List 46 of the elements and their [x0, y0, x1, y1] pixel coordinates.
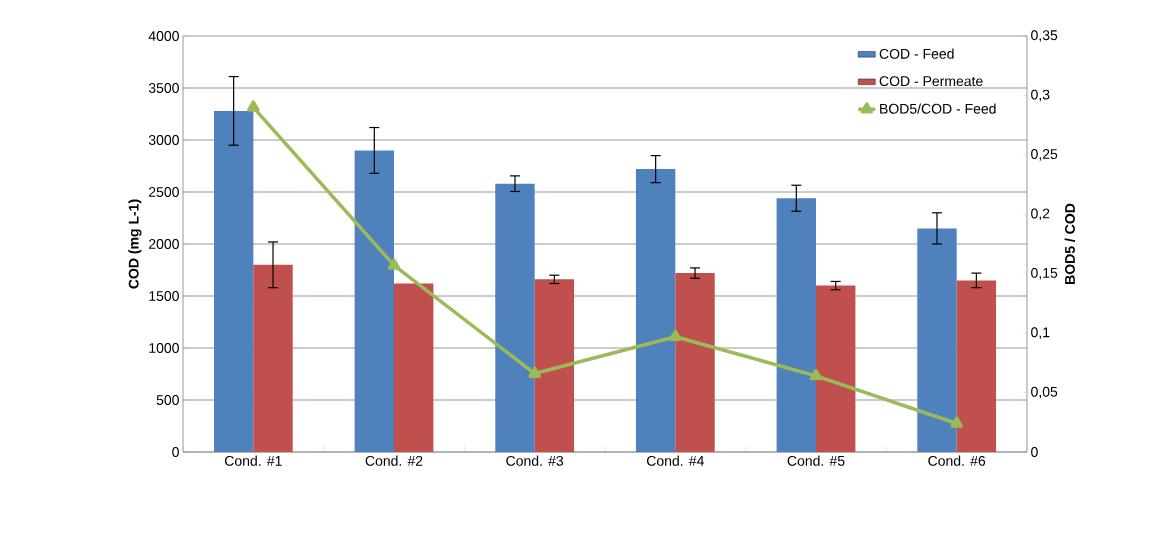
- bar: [917, 228, 957, 452]
- x-tick-label: Cond. #3: [506, 455, 564, 466]
- bar: [253, 264, 293, 452]
- y2-axis-title: BOD5 / COD: [1064, 203, 1076, 284]
- y-tick-label: 2000: [149, 239, 179, 249]
- point: [950, 416, 963, 428]
- x-tick-label: Cond. #1: [224, 455, 282, 466]
- x-tick-label: Cond. #6: [928, 455, 986, 466]
- y-tick-label: 3500: [148, 83, 179, 93]
- legend-label: BOD5/COD - Feed: [880, 103, 996, 114]
- y-tick-label: 4000: [148, 31, 179, 41]
- y-tick-label: 1000: [149, 343, 179, 353]
- y-tick-label: 500: [156, 395, 179, 405]
- bar: [956, 280, 997, 452]
- point: [669, 329, 682, 342]
- legend-label: COD - Permeate: [879, 76, 983, 87]
- bar: [675, 273, 715, 452]
- y2-tick-label: 0: [1031, 447, 1038, 457]
- bar: [394, 283, 434, 452]
- legend-label: COD - Feed: [879, 48, 954, 59]
- y-tick-label: 3000: [148, 135, 179, 145]
- x-tick-label: Cond. #5: [787, 455, 845, 466]
- x-tick-label: Cond. #2: [365, 455, 423, 466]
- y-axis-title: COD (mg L-1): [128, 199, 142, 289]
- y2-tick-label: 0,1: [1031, 327, 1050, 339]
- bar: [776, 198, 817, 452]
- bar: [635, 169, 676, 452]
- y2-tick-label: 0,25: [1031, 149, 1058, 161]
- bar: [495, 183, 535, 452]
- point: [387, 258, 401, 270]
- y-tick-label: 0: [172, 447, 179, 457]
- y2-tick-label: 0,3: [1031, 89, 1050, 102]
- point: [247, 100, 260, 112]
- y-tick-label: 2500: [149, 187, 179, 197]
- point: [809, 368, 823, 381]
- y2-tick-label: 0,35: [1031, 30, 1058, 42]
- y2-tick-label: 0,05: [1031, 386, 1058, 399]
- point: [528, 366, 541, 378]
- bar: [354, 150, 394, 452]
- y-tick-label: 1500: [149, 291, 179, 301]
- bar: [816, 285, 856, 452]
- bar: [534, 279, 575, 452]
- bar: [213, 110, 254, 452]
- y2-tick-label: 0,2: [1031, 208, 1050, 221]
- x-tick-label: Cond. #4: [646, 455, 704, 466]
- y2-tick-label: 0,15: [1031, 267, 1058, 280]
